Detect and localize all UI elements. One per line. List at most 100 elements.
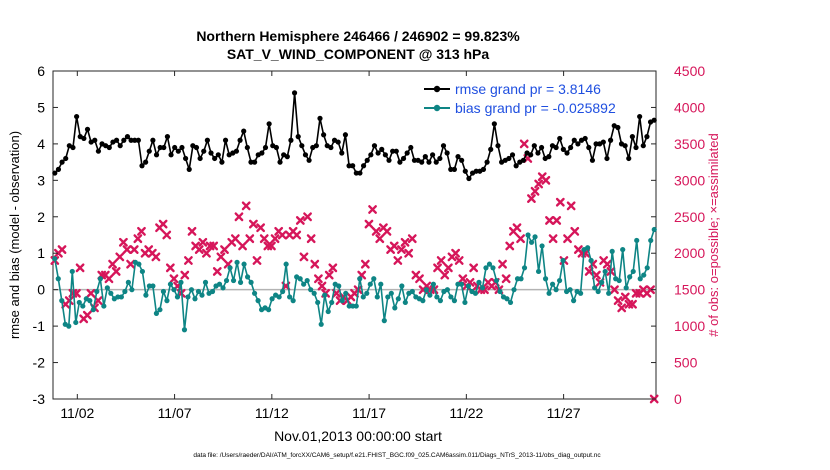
bias-point	[606, 290, 612, 296]
rmse-point	[150, 137, 156, 143]
bias-point	[420, 298, 426, 304]
rmse-point	[313, 143, 319, 149]
bias-point	[283, 261, 289, 267]
obs-point	[628, 299, 637, 309]
rmse-point	[360, 163, 367, 169]
obs-series	[50, 139, 659, 404]
obs-point	[202, 248, 211, 258]
bias-point	[118, 294, 124, 300]
rmse-point	[455, 154, 461, 160]
rmse-point	[84, 126, 91, 132]
rmse-point	[408, 144, 414, 151]
rmse-point	[531, 143, 537, 149]
bias-point	[104, 285, 110, 291]
rmse-point	[153, 152, 160, 158]
rmse-point	[350, 163, 356, 169]
bias-point	[571, 298, 577, 304]
bias-point	[518, 276, 524, 282]
obs-point	[252, 256, 262, 265]
bias-point	[167, 281, 174, 287]
rmse-point	[302, 152, 309, 158]
obs-point	[469, 263, 479, 273]
obs-point	[104, 274, 114, 284]
rmse-point	[215, 152, 221, 158]
rmse-point	[600, 139, 606, 145]
rmse-point	[411, 157, 418, 163]
obs-point	[570, 226, 580, 236]
obs-point	[566, 201, 576, 211]
rmse-point	[404, 150, 410, 156]
obs-point	[404, 248, 414, 258]
bias-point	[101, 303, 107, 309]
rmse-point	[560, 146, 566, 152]
obs-point	[230, 234, 240, 244]
rmse-point	[582, 135, 588, 142]
obs-point	[198, 237, 208, 247]
x-axis: 11/02 11/07 11/12 11/17 11/22 11/27	[60, 71, 581, 421]
obs-point	[516, 234, 525, 244]
rmse-point	[212, 155, 218, 162]
rmse-point	[553, 144, 559, 151]
rmse-point	[113, 137, 120, 143]
rmse-point	[222, 137, 229, 143]
bias-point	[599, 279, 605, 285]
obs-point	[613, 296, 623, 305]
rmse-point	[488, 146, 494, 152]
bias-point	[311, 290, 317, 296]
rmse-point	[459, 157, 465, 163]
rmse-point	[63, 155, 69, 162]
right-y-tick-label: 2000	[674, 245, 705, 261]
left-y-tick-label: 0	[37, 282, 45, 298]
rmse-point	[204, 137, 210, 143]
rmse-point	[353, 170, 359, 176]
obs-point	[234, 212, 244, 222]
bias-series	[52, 226, 657, 333]
obs-point	[57, 245, 67, 254]
legend-rmse-label: rmse grand pr = 3.8146	[455, 81, 601, 97]
rmse-point	[626, 155, 632, 162]
obs-point	[368, 205, 377, 214]
rmse-point	[244, 144, 250, 151]
obs-point	[295, 216, 305, 225]
bias-point	[578, 290, 584, 296]
bias-point	[458, 281, 465, 287]
rmse-point	[124, 134, 131, 140]
bias-point	[108, 290, 114, 296]
obs-point	[530, 186, 540, 196]
bias-point	[315, 299, 321, 306]
rmse-point	[81, 135, 87, 142]
obs-point	[133, 234, 143, 244]
rmse-point	[335, 139, 341, 145]
bias-point	[371, 276, 377, 282]
obs-point	[310, 259, 320, 269]
bias-point	[556, 277, 563, 284]
legend-rmse-marker	[433, 85, 441, 93]
bias-point	[497, 288, 503, 295]
bias-point	[248, 279, 254, 285]
rmse-point	[248, 159, 254, 165]
left-y-axis: -3 -2 -1 0 1 2 3 4 5 6	[33, 63, 656, 407]
rmse-point	[568, 144, 574, 151]
obs-point	[313, 274, 323, 284]
rmse-point	[291, 90, 298, 96]
obs-point	[360, 259, 370, 269]
left-y-tick-label: -2	[33, 355, 46, 371]
bias-point	[465, 283, 472, 289]
bias-point	[230, 277, 237, 284]
bias-point	[504, 296, 510, 302]
obs-point	[194, 245, 204, 254]
bias-point	[216, 281, 223, 287]
obs-point	[119, 237, 128, 247]
bias-point	[237, 279, 244, 285]
rmse-point	[273, 144, 280, 151]
obs-point	[443, 263, 453, 273]
bias-point	[227, 265, 233, 271]
bias-point	[588, 257, 594, 264]
bias-point	[490, 265, 496, 271]
bias-point	[325, 308, 331, 315]
bias-point	[641, 272, 647, 278]
bias-point	[546, 290, 552, 296]
bias-point	[483, 265, 489, 271]
bias-point	[174, 294, 181, 300]
bias-point	[402, 299, 408, 306]
